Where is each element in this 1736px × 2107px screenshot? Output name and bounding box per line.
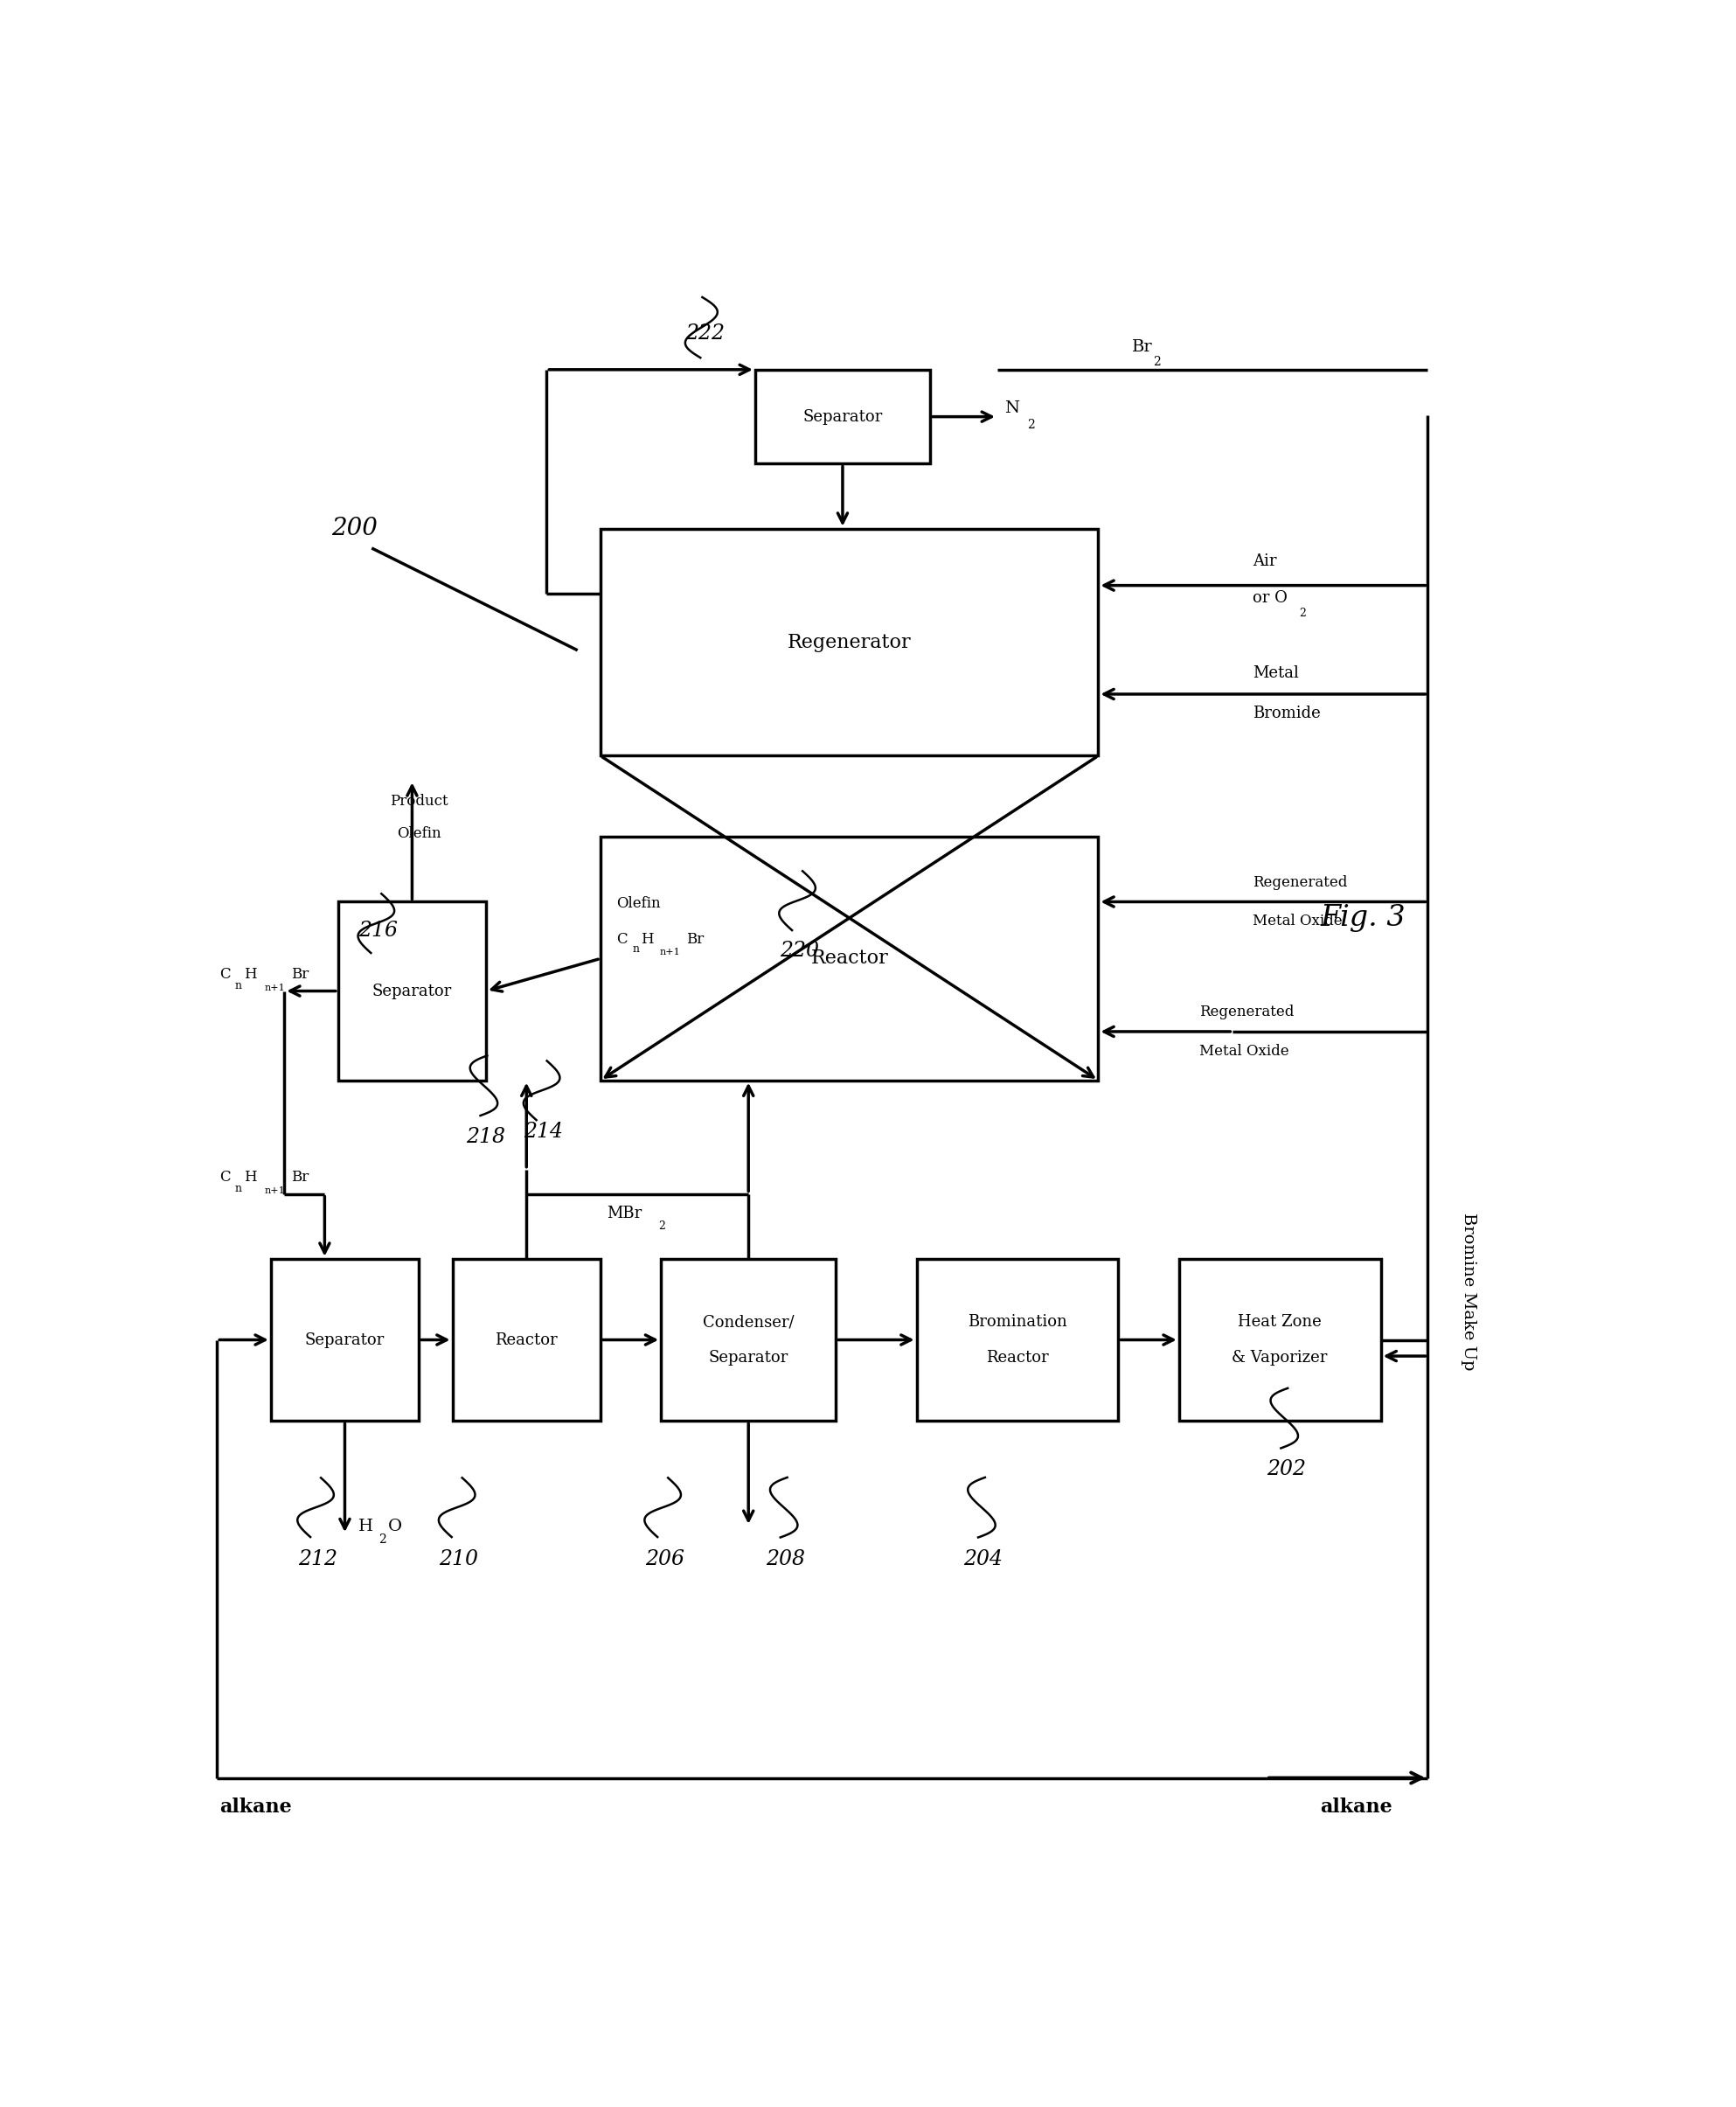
Text: Br: Br [292,1169,309,1184]
Text: MBr: MBr [608,1205,642,1222]
Text: 220: 220 [779,940,819,961]
Text: Reactor: Reactor [986,1351,1049,1365]
Text: 216: 216 [358,921,398,942]
Text: Separator: Separator [306,1332,385,1348]
Text: H: H [243,967,257,982]
Text: or O: or O [1253,590,1288,607]
Text: 214: 214 [524,1123,562,1142]
Text: 212: 212 [299,1549,337,1570]
Text: n: n [632,944,641,954]
Text: Regenerated: Regenerated [1200,1005,1293,1020]
Text: Fig. 3: Fig. 3 [1321,904,1406,931]
Text: Bromination: Bromination [967,1315,1068,1330]
Text: 202: 202 [1267,1460,1305,1479]
Text: O: O [387,1519,403,1534]
Text: alkane: alkane [1321,1797,1392,1816]
Text: 204: 204 [963,1549,1003,1570]
Bar [1179,1258,1380,1420]
Bar [453,1258,601,1420]
Text: 2: 2 [1299,607,1305,619]
Text: Separator: Separator [372,984,451,999]
Text: Metal Oxide: Metal Oxide [1253,914,1342,929]
Text: Bromine Make Up: Bromine Make Up [1460,1212,1476,1370]
Text: Br: Br [1132,339,1153,354]
Text: C: C [220,1169,231,1184]
Bar [917,1258,1118,1420]
Text: C: C [220,967,231,982]
Text: 2: 2 [1028,419,1035,432]
Text: Air: Air [1253,554,1278,569]
Text: n: n [234,1184,241,1195]
Text: H: H [243,1169,257,1184]
Text: Br: Br [292,967,309,982]
Text: 218: 218 [465,1127,505,1146]
Text: Separator: Separator [802,409,882,426]
Bar [601,836,1099,1081]
Bar [339,902,486,1081]
Text: Metal: Metal [1253,666,1299,681]
Text: 222: 222 [686,324,724,343]
Text: Br: Br [686,931,705,946]
Bar [661,1258,837,1420]
Text: Separator: Separator [708,1351,788,1365]
Text: Heat Zone: Heat Zone [1238,1315,1321,1330]
Text: n+1: n+1 [264,1186,285,1195]
Text: Condenser/: Condenser/ [703,1315,793,1330]
Text: Olefin: Olefin [398,826,441,841]
Text: 210: 210 [439,1549,479,1570]
Text: alkane: alkane [220,1797,292,1816]
Text: n: n [234,980,241,992]
Text: H: H [358,1519,373,1534]
Text: 2: 2 [658,1220,665,1233]
Text: & Vaporizer: & Vaporizer [1233,1351,1328,1365]
Text: Reactor: Reactor [811,948,889,969]
Text: Reactor: Reactor [495,1332,557,1348]
Text: Bromide: Bromide [1253,706,1321,721]
Text: 2: 2 [378,1534,385,1547]
Text: n+1: n+1 [264,984,285,992]
Text: Regenerated: Regenerated [1253,874,1347,889]
Bar [755,369,930,464]
Text: Metal Oxide: Metal Oxide [1200,1043,1288,1058]
Bar [271,1258,418,1420]
Text: n+1: n+1 [660,948,681,957]
Text: 200: 200 [332,516,377,541]
Text: Olefin: Olefin [616,895,661,910]
Text: H: H [641,931,653,946]
Bar [601,529,1099,756]
Text: 208: 208 [766,1549,806,1570]
Text: 2: 2 [1153,356,1161,367]
Text: C: C [616,931,628,946]
Text: 206: 206 [644,1549,684,1570]
Text: Regenerator: Regenerator [788,632,911,651]
Text: Product: Product [389,794,448,809]
Text: N: N [1003,400,1019,417]
